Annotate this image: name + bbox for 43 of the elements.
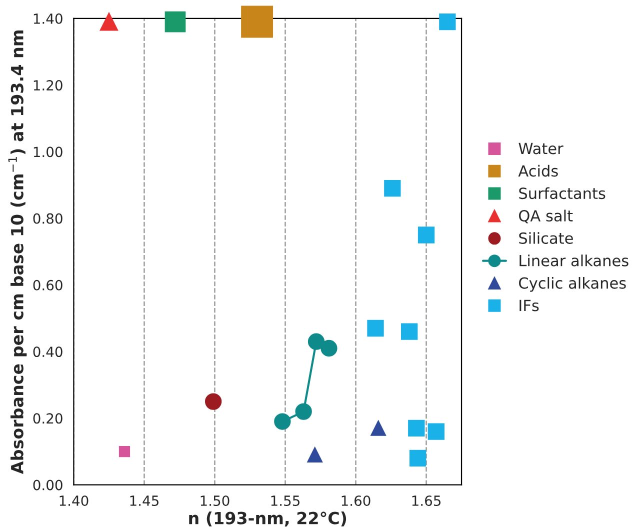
- x-tick-label: 1.55: [271, 496, 300, 506]
- legend-label: QA salt: [519, 210, 573, 224]
- point: [308, 333, 325, 350]
- point: [370, 420, 386, 436]
- point: [439, 13, 456, 30]
- y-tick-label: 1.00: [34, 146, 62, 158]
- legend-label: Cyclic alkanes: [519, 276, 626, 292]
- legend-label: IFs: [520, 300, 539, 312]
- x-tick-label: 1.45: [130, 496, 158, 506]
- point: [241, 6, 274, 38]
- x-tick-label: 1.40: [60, 496, 88, 506]
- y-tick-label: 0.40: [33, 346, 62, 358]
- y-tick-label: 0.20: [33, 413, 62, 424]
- legend-label: Linear alkanes: [520, 254, 628, 266]
- point: [401, 323, 418, 340]
- point: [307, 447, 322, 462]
- point: [367, 320, 384, 337]
- point: [428, 423, 444, 440]
- legend-label: Surfactants: [519, 187, 606, 200]
- legend-label: Water: [518, 142, 564, 154]
- point: [384, 180, 401, 197]
- y-tick-label: 1.40: [34, 13, 62, 24]
- point: [274, 413, 291, 430]
- legend-label: Acids: [518, 164, 558, 177]
- point: [320, 340, 338, 357]
- x-tick-label: 1.60: [342, 496, 370, 506]
- point: [418, 226, 435, 244]
- point: [295, 403, 312, 420]
- x-axis-title: n (193-nm, 22°C): [189, 511, 346, 527]
- point: [164, 11, 186, 32]
- point: [204, 393, 222, 410]
- x-tick-label: 1.50: [200, 496, 230, 506]
- point: [409, 450, 426, 467]
- point: [118, 446, 130, 458]
- x-tick-label: 1.65: [412, 496, 441, 506]
- legend-label: Silicate: [519, 232, 573, 244]
- y-axis-title: Absorbance per cm base 10 (cm$^{−1}$) at 193.4 nm: [8, 30, 27, 474]
- y-tick-label: 0.00: [33, 480, 62, 490]
- y-tick-label: 0.60: [33, 280, 62, 290]
- point: [100, 12, 118, 31]
- y-tick-label: 0.80: [33, 213, 62, 224]
- point: [408, 420, 425, 437]
- y-tick-label: 1.20: [34, 80, 62, 91]
